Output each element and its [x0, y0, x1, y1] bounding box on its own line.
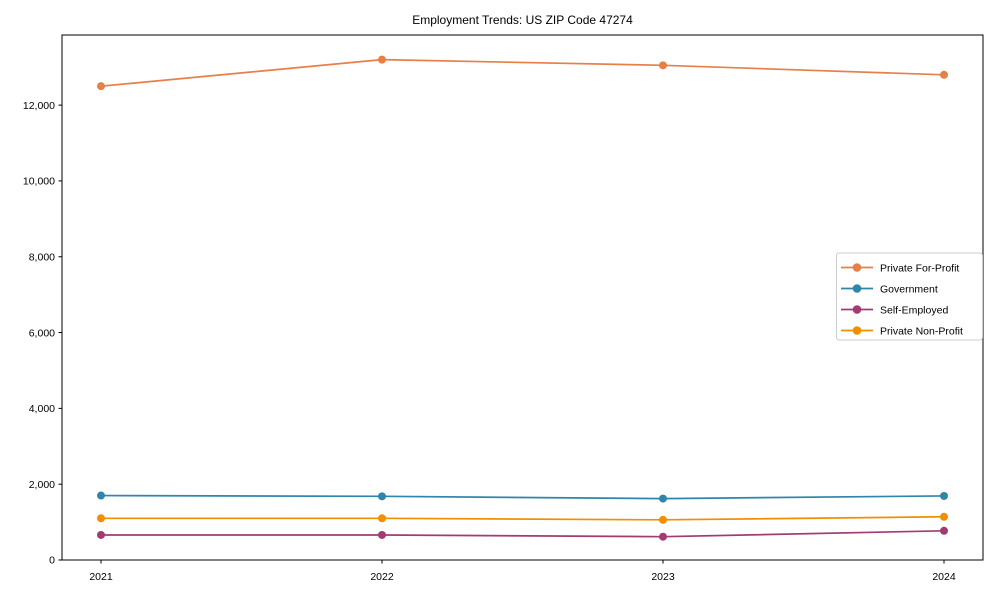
series-line-self-employed — [101, 529, 945, 538]
data-point-government — [940, 491, 948, 500]
data-point-self-employed — [378, 530, 386, 539]
y-tick-label: 4,000 — [29, 403, 55, 415]
legend-box — [836, 252, 983, 341]
series-line-private-non-profit — [101, 515, 945, 521]
legend-marker-private-for-profit — [852, 263, 862, 272]
data-point-private-non-profit — [940, 512, 948, 521]
y-tick-label: 10,000 — [23, 176, 55, 188]
data-point-self-employed — [659, 532, 667, 541]
data-point-private-for-profit — [97, 82, 105, 91]
data-point-private-for-profit — [378, 55, 386, 64]
x-tick-label: 2023 — [651, 571, 675, 583]
data-point-self-employed — [97, 530, 105, 539]
x-tick-label: 2021 — [89, 571, 113, 583]
data-point-self-employed — [940, 526, 948, 535]
data-point-government — [659, 494, 667, 503]
y-tick-label: 0 — [49, 555, 55, 567]
legend-label-private-non-profit: Private Non-Profit — [880, 325, 963, 337]
legend-label-self-employed: Self-Employed — [880, 304, 948, 316]
legend-marker-private-non-profit — [852, 326, 862, 335]
y-tick-label: 12,000 — [23, 100, 55, 112]
data-point-private-non-profit — [378, 514, 386, 523]
data-point-private-for-profit — [659, 61, 667, 70]
legend-label-private-for-profit: Private For-Profit — [880, 262, 959, 274]
y-tick-label: 2,000 — [29, 479, 55, 491]
chart-title: Employment Trends: US ZIP Code 47274 — [412, 13, 633, 27]
data-point-private-non-profit — [97, 514, 105, 523]
y-tick-label: 8,000 — [29, 251, 55, 263]
x-tick-label: 2022 — [370, 571, 394, 583]
data-point-private-non-profit — [659, 515, 667, 524]
data-point-government — [97, 491, 105, 500]
legend-label-government: Government — [880, 283, 938, 295]
y-tick-label: 6,000 — [29, 327, 55, 339]
series-line-private-for-profit — [100, 58, 945, 88]
legend-marker-self-employed — [852, 305, 862, 314]
x-tick-label: 2024 — [932, 571, 956, 583]
legend-marker-government — [852, 284, 862, 293]
data-point-government — [378, 492, 386, 501]
series-line-government — [100, 494, 945, 500]
data-point-private-for-profit — [940, 70, 948, 79]
